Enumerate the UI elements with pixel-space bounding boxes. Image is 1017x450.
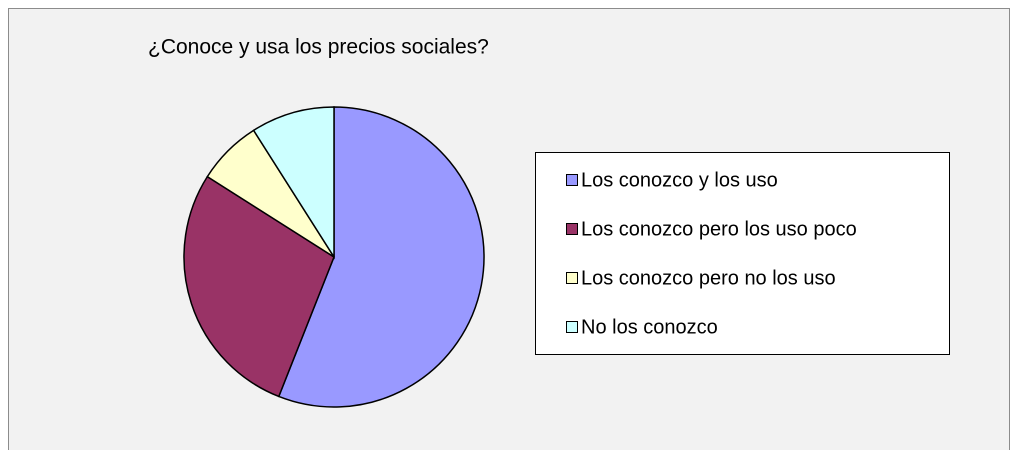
legend-swatch (566, 272, 578, 284)
legend-label: No los conozco (581, 316, 718, 338)
legend-swatch (566, 174, 578, 186)
pie-slice (252, 106, 335, 260)
chart-title: ¿Conoce y usa los precios sociales? (148, 36, 489, 59)
legend-box (535, 152, 950, 355)
pie-slice (183, 175, 335, 398)
legend-swatch (566, 223, 578, 235)
legend-label: Los conozco pero no los uso (581, 267, 836, 289)
pie-slice (277, 106, 485, 408)
legend-label: Los conozco pero los uso poco (581, 218, 857, 240)
legend-label: Los conozco y los uso (581, 169, 778, 191)
legend-swatch (566, 321, 578, 333)
